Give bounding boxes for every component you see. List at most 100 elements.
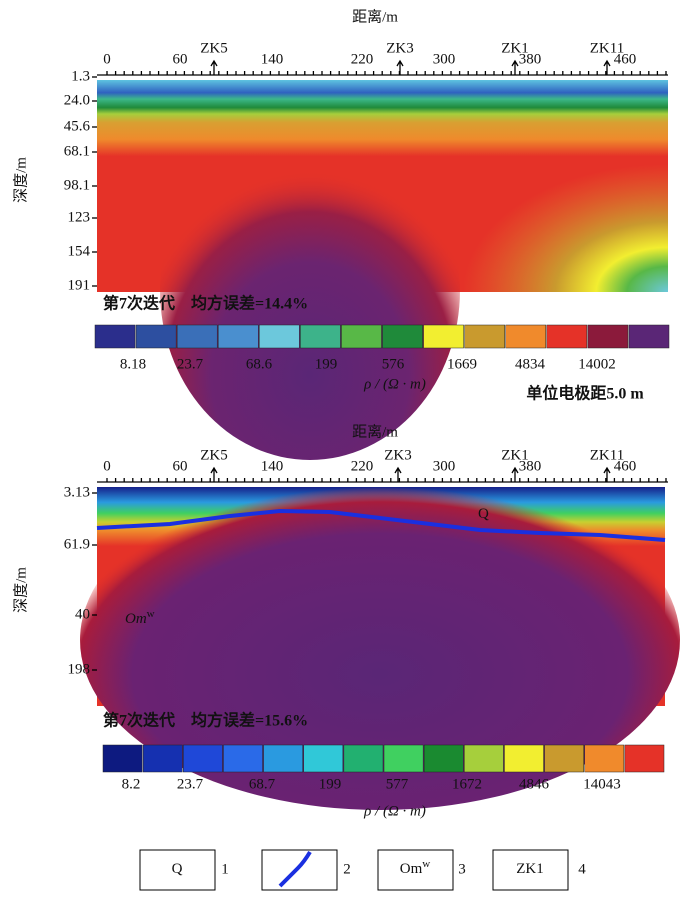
x-tick-label: 140 xyxy=(261,458,284,474)
colorbar-cell xyxy=(176,324,218,349)
colorbar-cell xyxy=(135,324,177,349)
legend-box xyxy=(261,849,338,891)
y-tick-label: 191 xyxy=(68,277,91,293)
borehole-arrow xyxy=(511,59,519,75)
colorbar-cell xyxy=(343,744,384,773)
colorbar-cell xyxy=(628,324,670,349)
unit-note: 单位电极距5.0 m xyxy=(526,384,644,403)
colorbar-label: 14043 xyxy=(583,776,621,792)
y-tick-label: 123 xyxy=(68,209,91,225)
caption: 第7次迭代 均方误差=14.4% xyxy=(103,294,308,313)
caption: 第7次迭代 均方误差=15.6% xyxy=(103,711,308,730)
x-tick-label: 0 xyxy=(103,458,111,474)
colorbar-label: 4846 xyxy=(519,776,550,792)
legend-number: 4 xyxy=(578,861,586,877)
y-tick-label: 3.13 xyxy=(64,484,90,500)
legend-box xyxy=(492,849,569,891)
colorbar-cell xyxy=(624,744,665,773)
y-tick-label: 24.0 xyxy=(64,92,90,108)
colorbar-label: 14002 xyxy=(578,356,616,372)
legend-line-symbol xyxy=(278,850,312,888)
colorbar-cell xyxy=(142,744,183,773)
annotation: Omw xyxy=(125,608,155,628)
y-tick-label: 98.1 xyxy=(64,177,90,193)
y-tick-label: 40 xyxy=(75,606,90,622)
colorbar-cell xyxy=(423,324,464,349)
colorbar-label: 1669 xyxy=(447,356,477,372)
legend-symbol: ZK1 xyxy=(516,861,544,877)
x-axis-title: 距离/m xyxy=(352,8,398,25)
legend-number: 2 xyxy=(343,861,351,877)
annotation-text: Q xyxy=(478,506,489,522)
legend-number: 1 xyxy=(221,861,229,877)
colorbar-cell xyxy=(259,324,300,349)
borehole-arrow xyxy=(396,59,404,75)
legend-symbol-text: Q xyxy=(172,861,183,877)
colorbar-cell xyxy=(464,324,505,349)
borehole-arrow xyxy=(603,466,611,482)
section-1-low xyxy=(160,120,460,460)
colorbar-cell xyxy=(504,744,544,773)
annotation: Q xyxy=(478,506,489,522)
colorbar-label: 68.6 xyxy=(246,356,273,372)
legend-symbol: Omw xyxy=(400,858,431,878)
y-axis-title: 深度/m xyxy=(12,157,29,203)
x-tick-label: 220 xyxy=(351,458,374,474)
borehole-label: ZK11 xyxy=(590,447,624,463)
legend-symbol: Q xyxy=(172,861,183,877)
colorbar-label: 23.7 xyxy=(177,776,204,792)
colorbar-cell xyxy=(300,324,341,349)
colorbar-cell xyxy=(223,744,263,773)
legend-box xyxy=(139,849,216,891)
borehole-arrow xyxy=(210,466,218,482)
colorbar-cell xyxy=(382,324,423,349)
colorbar-cell xyxy=(464,744,504,773)
legend-number: 3 xyxy=(458,861,466,877)
legend-box xyxy=(377,849,454,891)
colorbar-label: 577 xyxy=(386,776,409,792)
x-axis-title: 距离/m xyxy=(352,423,398,440)
borehole-arrow xyxy=(603,59,611,75)
x-tick-label: 300 xyxy=(433,51,456,67)
x-tick-label: 60 xyxy=(173,458,188,474)
y-tick-label: 68.1 xyxy=(64,143,90,159)
borehole-arrow xyxy=(511,466,519,482)
colorbar-cell xyxy=(383,744,424,773)
borehole-label: ZK5 xyxy=(200,40,228,56)
colorbar-cell xyxy=(587,324,629,349)
x-tick-label: 60 xyxy=(173,51,188,67)
x-tick-label: 460 xyxy=(614,458,637,474)
colorbar-cell xyxy=(341,324,382,349)
x-tick-label: 300 xyxy=(433,458,456,474)
y-tick-label: 45.6 xyxy=(64,118,91,134)
borehole-label: ZK5 xyxy=(200,447,228,463)
y-axis-title: 深度/m xyxy=(12,567,29,613)
colorbar-label: 23.7 xyxy=(177,356,204,372)
x-tick-label: 380 xyxy=(519,458,542,474)
colorbar-label: 68.7 xyxy=(249,776,276,792)
annotation-sup: w xyxy=(147,608,155,620)
borehole-label: ZK11 xyxy=(590,40,624,56)
y-tick-label: 1.3 xyxy=(71,68,90,84)
colorbar-cell xyxy=(584,744,625,773)
legend-symbol-text: Om xyxy=(400,861,423,877)
borehole-arrow xyxy=(394,466,402,482)
borehole-label: ZK1 xyxy=(501,447,529,463)
legend-symbol-sup: w xyxy=(422,858,430,870)
x-tick-label: 0 xyxy=(103,51,111,67)
colorbar-cell xyxy=(263,744,303,773)
colorbar-label: 576 xyxy=(382,356,405,372)
section-2-low xyxy=(80,470,680,810)
colorbar-cell xyxy=(102,744,143,773)
colorbar-title: ρ / (Ω · m) xyxy=(363,376,426,392)
x-tick-label: 460 xyxy=(614,51,637,67)
x-tick-label: 380 xyxy=(519,51,542,67)
colorbar-cell xyxy=(183,744,223,773)
colorbar-label: 199 xyxy=(315,356,338,372)
borehole-label: ZK3 xyxy=(384,447,412,463)
colorbar-cell xyxy=(505,324,547,349)
boundary-line xyxy=(96,508,666,542)
borehole-arrow xyxy=(210,59,218,75)
